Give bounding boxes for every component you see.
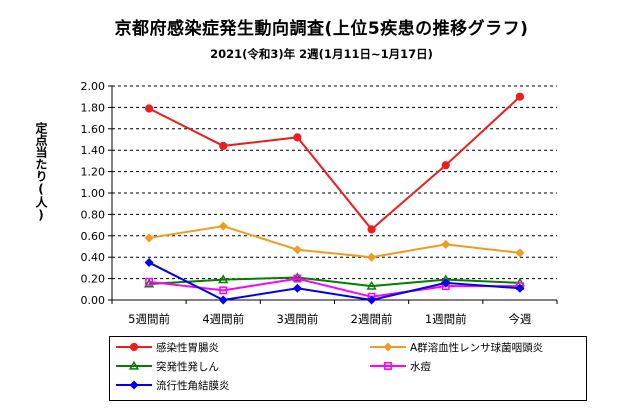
series-4 <box>145 274 524 301</box>
data-point <box>218 221 228 231</box>
legend-swatch <box>116 342 152 352</box>
data-point <box>367 295 377 305</box>
y-tick-label: 1.20 <box>81 166 106 179</box>
legend-marker <box>384 362 392 370</box>
data-point <box>367 225 376 234</box>
legend-label: A群溶血性レンサ球菌咽頭炎 <box>410 341 544 354</box>
series-line <box>148 225 521 259</box>
y-tick-label: 1.60 <box>81 123 106 136</box>
data-point <box>144 233 154 243</box>
y-tick-label: 2.00 <box>81 80 106 93</box>
data-point <box>293 274 302 283</box>
data-point <box>145 277 154 286</box>
legend-label: 感染性胃腸炎 <box>156 341 219 354</box>
x-tick-label: 2週間前 <box>351 312 393 326</box>
legend-swatch <box>370 362 406 370</box>
data-point <box>441 278 451 288</box>
data-point <box>219 141 228 151</box>
legend-swatch <box>116 380 152 390</box>
data-point <box>219 286 228 295</box>
series-line <box>149 276 520 288</box>
data-point <box>292 245 302 255</box>
legend-marker <box>128 360 140 370</box>
legend-swatch <box>116 360 152 370</box>
legend-marker <box>129 380 139 390</box>
data-point <box>366 280 377 290</box>
y-tick-label: 1.00 <box>81 187 106 200</box>
x-tick-label: 5週間前 <box>128 312 170 326</box>
chart-title: 京都府感染症発生動向調査(上位5疾患の推移グラフ) <box>114 19 529 39</box>
legend-label: 水痘 <box>410 360 431 373</box>
legend-item: 流行性角結膜炎 <box>114 377 230 393</box>
data-point <box>515 248 525 258</box>
y-tick-label: 0.80 <box>81 208 106 221</box>
legend-label: 流行性角結膜炎 <box>156 379 230 392</box>
y-tick-label: 1.40 <box>81 144 106 157</box>
y-tick-label: 0.40 <box>81 251 106 264</box>
y-axis-label: 定点当たり(人) <box>34 122 48 222</box>
series-1 <box>144 92 525 234</box>
data-point <box>441 161 450 170</box>
data-point <box>515 92 525 101</box>
legend-marker <box>129 342 139 352</box>
data-point <box>144 258 154 268</box>
series-line <box>148 95 521 231</box>
series-group <box>143 92 526 305</box>
data-point <box>144 104 154 113</box>
series-2 <box>144 221 525 262</box>
y-tick-labels: 0.00 0.20 0.40 0.60 0.80 1.00 1.20 1.40 1.60 1.80… <box>81 80 106 307</box>
legend-label: 突発性発しん <box>156 360 219 373</box>
series-line <box>148 277 520 298</box>
data-point <box>218 295 228 305</box>
legend-marker <box>383 342 393 352</box>
data-point <box>441 239 451 249</box>
data-point <box>367 252 377 262</box>
data-point <box>292 272 303 282</box>
x-tick-label: 今週 <box>508 312 531 326</box>
legend-item: 突発性発しん <box>114 358 219 374</box>
data-point <box>218 274 229 284</box>
legend-swatch <box>370 342 406 352</box>
x-tick-labels: 5週間前 4週間前 3週間前 2週間前 1週間前 今週 <box>128 312 532 326</box>
axes <box>108 85 558 304</box>
y-tick-label: 0.20 <box>81 273 106 286</box>
data-point <box>515 283 525 293</box>
chart-subtitle: 2021(令和3)年 2週(1月11日~1月17日) <box>210 47 433 61</box>
legend-item: 水痘 <box>368 358 431 374</box>
x-tick-label: 3週間前 <box>277 312 319 326</box>
data-point <box>143 278 155 288</box>
x-tick-label: 4週間前 <box>202 312 244 326</box>
data-point <box>292 283 302 293</box>
data-point <box>293 133 302 142</box>
legend-item: 感染性胃腸炎 <box>114 339 219 355</box>
legend: 感染性胃腸炎 A群溶血性レンサ球菌咽頭炎突発性発しん 水痘流行性角結膜炎 <box>109 336 587 401</box>
series-5 <box>144 258 525 305</box>
legend-item: A群溶血性レンサ球菌咽頭炎 <box>368 339 543 355</box>
y-tick-label: 0.00 <box>81 294 106 307</box>
x-tick-label: 1週間前 <box>425 312 467 326</box>
gridlines <box>112 85 557 280</box>
series-line <box>148 261 520 302</box>
y-tick-label: 1.80 <box>81 101 106 114</box>
y-tick-label: 0.60 <box>81 230 106 243</box>
